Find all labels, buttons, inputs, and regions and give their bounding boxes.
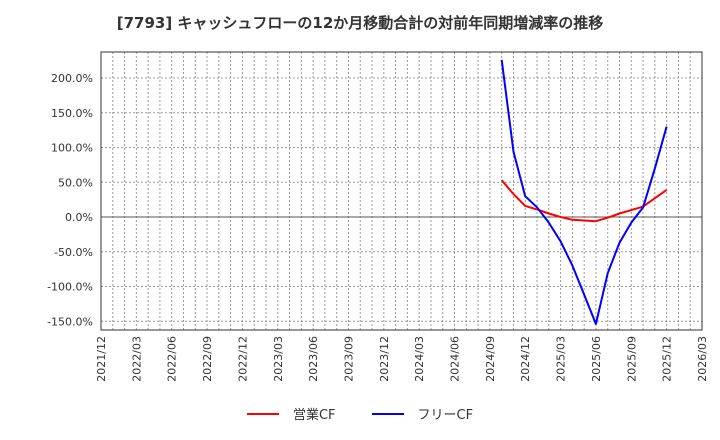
- y-tick-label: -150.0%: [47, 315, 93, 328]
- legend-item-operating-cf[interactable]: 営業CF: [246, 404, 336, 423]
- x-tick-label: 2024/12: [519, 336, 532, 382]
- legend: 営業CF フリーCF: [0, 404, 720, 423]
- blue-line-swatch-icon: [371, 412, 404, 415]
- y-tick-label: 50.0%: [58, 176, 93, 189]
- x-tick-label: 2022/12: [236, 336, 249, 382]
- legend-label: 営業CF: [292, 408, 336, 423]
- legend-label: フリーCF: [417, 408, 474, 423]
- series-line: [500, 179, 668, 223]
- y-tick-label: -50.0%: [54, 246, 93, 259]
- data-series: [500, 59, 668, 325]
- x-tick-label: 2022/03: [130, 336, 143, 382]
- grid-lines: [101, 52, 702, 330]
- y-tick-label: 150.0%: [51, 107, 93, 120]
- y-tick-label: -100.0%: [47, 281, 93, 294]
- chart-title: [7793] キャッシュフローの12か月移動合計の対前年同期増減率の推移: [116, 14, 604, 32]
- line-chart: 200.0% 150.0% 100.0% 50.0% 0.0% -50.0% -100.0%…: [47, 51, 709, 382]
- x-tick-label: 2026/03: [696, 336, 709, 382]
- series-line: [500, 59, 668, 325]
- y-tick-label: 100.0%: [51, 142, 93, 155]
- x-tick-label: 2025/03: [555, 336, 568, 382]
- x-tick-label: 2023/09: [342, 336, 355, 382]
- x-tick-label: 2024/06: [449, 336, 462, 382]
- x-tick-label: 2025/09: [625, 336, 638, 382]
- y-tick-label: 0.0%: [65, 211, 93, 224]
- legend-item-free-cf[interactable]: フリーCF: [371, 404, 474, 423]
- x-tick-label: 2024/03: [413, 336, 426, 382]
- x-tick-label: 2022/06: [166, 336, 179, 382]
- x-tick-label: 2025/06: [590, 336, 603, 382]
- x-tick-label: 2023/03: [272, 336, 285, 382]
- y-axis-ticks: 200.0% 150.0% 100.0% 50.0% 0.0% -50.0% -100.0%…: [47, 72, 93, 328]
- x-tick-label: 2023/12: [378, 336, 391, 382]
- x-tick-label: 2021/12: [95, 336, 108, 382]
- red-line-swatch-icon: [246, 412, 279, 415]
- x-tick-label: 2024/09: [484, 336, 497, 382]
- y-tick-label: 200.0%: [51, 72, 93, 85]
- x-tick-label: 2025/12: [661, 336, 674, 382]
- x-tick-label: 2023/06: [307, 336, 320, 382]
- plot-frame: [100, 51, 703, 331]
- x-tick-label: 2022/09: [201, 336, 214, 382]
- x-axis-ticks: 2021/12 2022/03 2022/06 2022/09 2022/12 2023/…: [95, 336, 709, 382]
